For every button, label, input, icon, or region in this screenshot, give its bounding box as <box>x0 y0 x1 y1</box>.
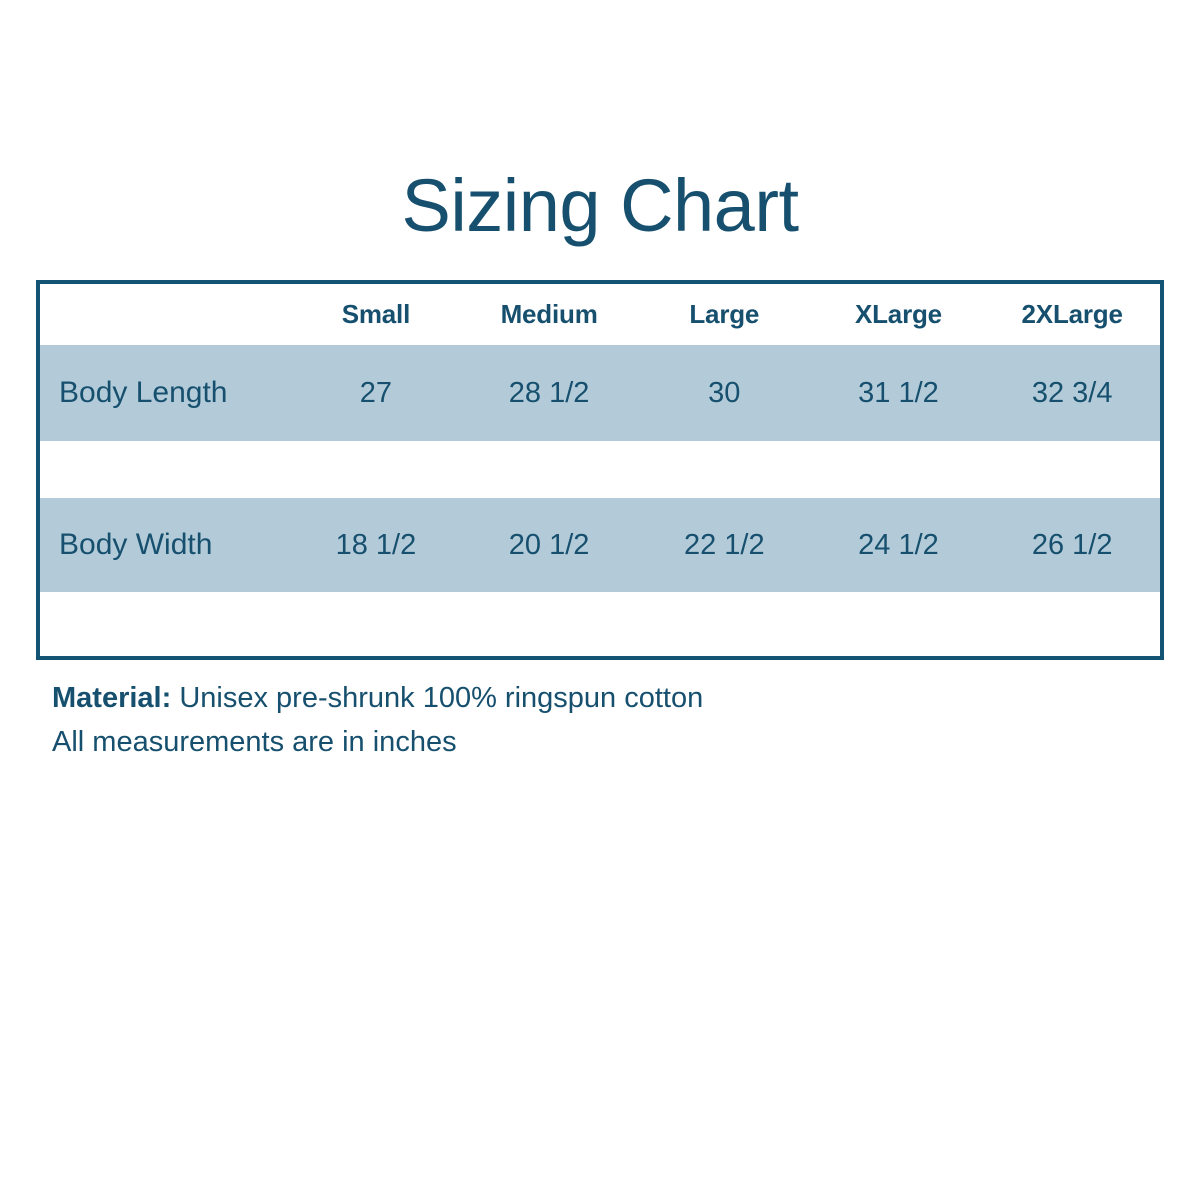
cell-body-width-medium: 20 1/2 <box>508 528 590 561</box>
footer-notes: Material: Unisex pre-shrunk 100% ringspu… <box>52 676 952 764</box>
table-header-medium: Medium <box>500 299 598 329</box>
row-band-body-length <box>40 345 1160 441</box>
material-value: Unisex pre-shrunk 100% ringspun cotton <box>179 682 704 714</box>
material-label: Material: <box>52 682 172 714</box>
cell-body-length-xlarge: 31 1/2 <box>858 376 939 409</box>
table-row: Body Length 27 28 1/2 30 31 1/2 32 3/4 <box>40 345 1160 441</box>
row-label-body-width: Body Width <box>59 528 213 561</box>
material-note: Material: Unisex pre-shrunk 100% ringspu… <box>52 676 952 720</box>
cell-body-length-medium: 28 1/2 <box>508 376 590 409</box>
cell-body-length-2xlarge: 32 3/4 <box>1031 376 1113 409</box>
table-header-large: Large <box>689 299 760 329</box>
cell-body-width-xlarge: 24 1/2 <box>858 528 939 561</box>
sizing-table: Small Medium Large XLarge 2XLarge Body L… <box>36 280 1164 660</box>
table-header-2xlarge: 2XLarge <box>1021 299 1123 329</box>
table-header-small: Small <box>341 299 411 329</box>
row-band-body-width <box>40 498 1160 592</box>
page-title: Sizing Chart <box>401 164 799 247</box>
table-header-row: Small Medium Large XLarge 2XLarge <box>40 284 1160 345</box>
cell-body-width-small: 18 1/2 <box>335 528 417 561</box>
cell-body-width-2xlarge: 26 1/2 <box>1031 528 1113 561</box>
cell-body-length-large: 30 <box>708 376 741 409</box>
units-note: All measurements are in inches <box>52 726 457 758</box>
cell-body-width-large: 22 1/2 <box>683 528 765 561</box>
row-label-body-length: Body Length <box>59 376 228 409</box>
table-header-xlarge: XLarge <box>854 299 942 329</box>
cell-body-length-small: 27 <box>359 376 393 409</box>
table-row: Body Width 18 1/2 20 1/2 22 1/2 24 1/2 2… <box>40 498 1160 592</box>
